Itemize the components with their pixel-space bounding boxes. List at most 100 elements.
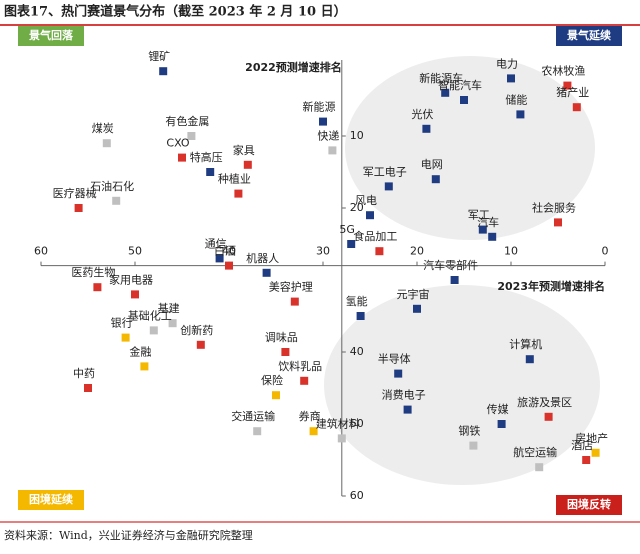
point-label: 猪产业 — [556, 85, 589, 99]
point-label: 汽车零部件 — [423, 258, 478, 272]
point-label: 种植业 — [218, 172, 251, 186]
point — [347, 240, 356, 248]
quadrant-label: 困境反转 — [567, 497, 611, 511]
y-tick-label: 60 — [350, 489, 364, 502]
point-label: 新能源车 — [419, 71, 463, 85]
point — [375, 247, 384, 256]
point-label: 新能源 — [303, 100, 336, 114]
point — [497, 420, 506, 428]
point-label: 电网 — [421, 158, 443, 171]
point-label: 农林牧渔 — [541, 64, 585, 78]
point — [535, 463, 544, 472]
point-label: 通信 — [205, 237, 227, 250]
point-label: 军工 — [468, 209, 490, 222]
quadrant-label: 困境延续 — [29, 492, 73, 506]
point-label: 券商 — [299, 409, 321, 423]
point-label: 传媒 — [487, 403, 509, 416]
point — [582, 456, 591, 464]
point-label: 白酒 — [214, 244, 236, 258]
y-tick-label: 50 — [350, 417, 364, 430]
point-label: 军工电子 — [363, 165, 407, 178]
point-label: 家具 — [233, 143, 255, 157]
point — [102, 139, 111, 148]
point-label: 银行 — [111, 316, 133, 330]
x-tick-label: 40 — [222, 245, 236, 258]
point — [112, 196, 121, 205]
point — [507, 74, 515, 83]
highlight-zone — [345, 56, 595, 240]
point-label: 美容护理 — [269, 280, 313, 294]
point — [413, 304, 421, 313]
point — [337, 434, 346, 443]
x-axis-title: 2023年预测增速排名 — [497, 279, 605, 293]
quadrant-label: 景气回落 — [28, 28, 74, 42]
point-label: 医疗器械 — [53, 186, 97, 200]
point — [206, 168, 215, 176]
point-label: 航空运输 — [513, 445, 557, 459]
point-label: 锂矿 — [148, 49, 170, 63]
point — [441, 88, 450, 97]
x-tick-label: 20 — [410, 245, 424, 258]
point-label: 光伏 — [411, 107, 433, 121]
point — [563, 81, 572, 90]
point — [319, 117, 327, 126]
point-label: 钢铁 — [458, 425, 480, 438]
point — [215, 254, 224, 263]
point — [74, 204, 83, 212]
point-label: 社会服务 — [532, 200, 576, 214]
point — [525, 355, 534, 364]
point — [478, 225, 487, 234]
x-tick-label: 50 — [128, 245, 142, 258]
x-tick-label: 30 — [316, 245, 330, 258]
point — [272, 391, 280, 400]
point-label: 半导体 — [378, 352, 411, 366]
point-label: 交通运输 — [231, 409, 275, 423]
point — [544, 412, 553, 421]
quadrant-badge — [18, 26, 84, 46]
point — [356, 312, 365, 320]
point — [394, 369, 403, 378]
point — [253, 427, 262, 436]
point — [469, 441, 478, 450]
point — [300, 376, 309, 385]
point — [178, 153, 186, 162]
point — [403, 405, 412, 414]
point — [328, 146, 337, 155]
point — [384, 182, 393, 191]
point-label: 酒店 — [571, 438, 593, 452]
quadrant-badge — [18, 490, 84, 510]
point — [290, 297, 299, 306]
point — [140, 362, 149, 371]
source-note: 资料来源：Wind，兴业证券经济与金融研究院整理 — [4, 528, 253, 542]
point — [159, 67, 168, 76]
point — [431, 175, 440, 184]
highlight-zone — [324, 285, 600, 485]
point — [422, 124, 431, 133]
point — [234, 189, 243, 198]
point — [225, 261, 233, 270]
point-label: 饮料乳品 — [278, 359, 322, 373]
point-label: 有色金属 — [165, 114, 209, 128]
point-label: 汽车 — [477, 215, 499, 229]
point-label: 计算机 — [509, 337, 542, 351]
point — [450, 276, 459, 284]
point-label: 建筑材料 — [316, 416, 360, 430]
quadrant-badge — [556, 26, 622, 46]
point — [196, 340, 205, 349]
point-label: 创新药 — [180, 323, 213, 337]
point-label: 保险 — [261, 373, 283, 387]
point — [366, 211, 374, 220]
y-tick-label: 20 — [350, 201, 364, 214]
point — [121, 333, 130, 342]
point — [281, 348, 290, 356]
quadrant-label: 景气延续 — [566, 28, 611, 42]
point — [243, 160, 252, 169]
quadrant-badge — [556, 495, 622, 515]
x-tick-label: 60 — [34, 245, 48, 258]
point-label: 食品加工 — [353, 229, 397, 243]
point-label: 旅游及景区 — [517, 395, 572, 409]
point-label: 智能汽车 — [438, 78, 482, 92]
point-label: 基础化工 — [128, 308, 172, 322]
point-label: 家用电器 — [109, 272, 153, 286]
